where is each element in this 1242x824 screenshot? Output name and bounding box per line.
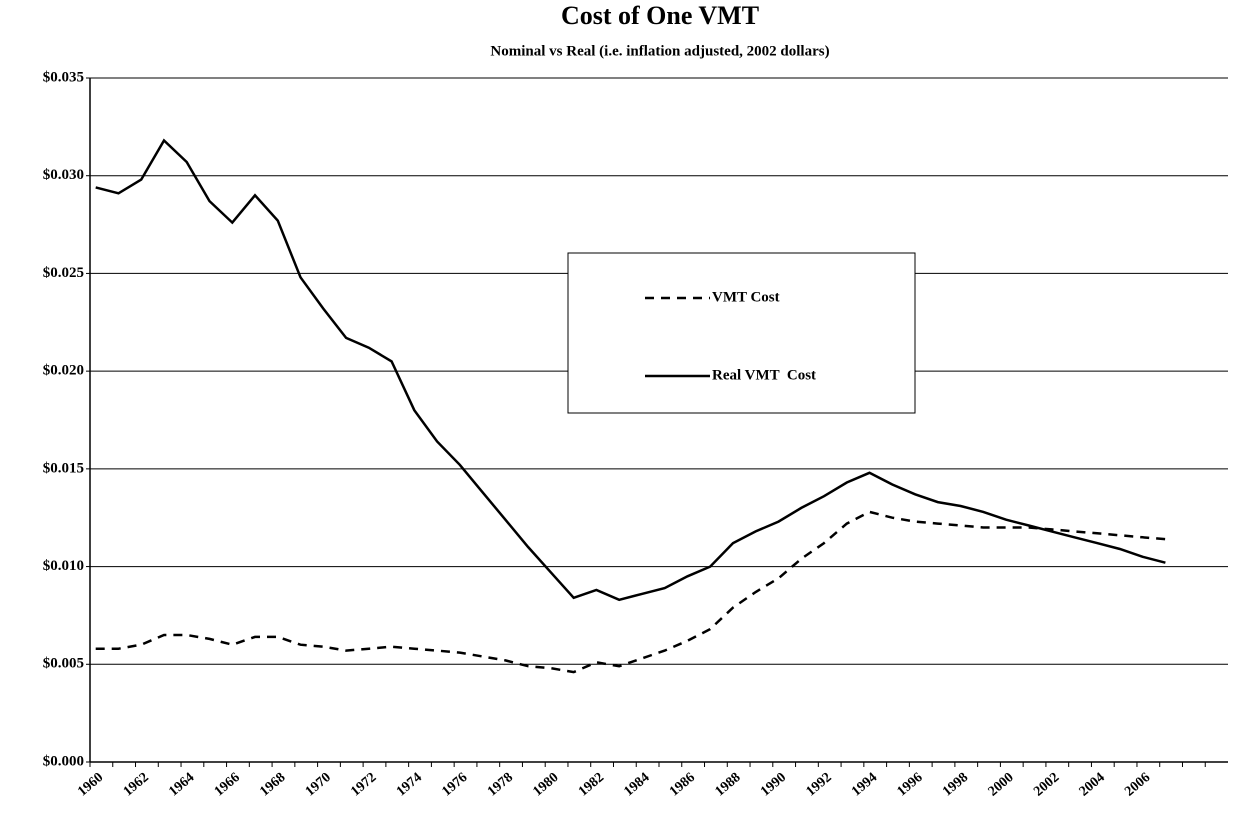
- x-tick-label: 1988: [713, 770, 744, 799]
- y-tick-label: $0.015: [43, 460, 84, 476]
- x-tick-label: 2000: [986, 770, 1017, 799]
- y-tick-label: $0.030: [43, 167, 84, 183]
- x-tick-label: 1994: [849, 770, 880, 799]
- legend-label: VMT Cost: [712, 289, 780, 305]
- x-tick-label: 1998: [940, 770, 971, 799]
- x-tick-label: 1982: [576, 770, 607, 799]
- x-tick-label: 1966: [212, 770, 243, 799]
- y-tick-label: $0.025: [43, 265, 84, 281]
- x-tick-label: 1962: [121, 770, 152, 799]
- x-tick-label: 1964: [166, 770, 197, 799]
- x-tick-label: 1960: [75, 770, 106, 799]
- x-tick-label: 1974: [394, 770, 425, 799]
- y-tick-label: $0.010: [43, 558, 84, 574]
- x-tick-label: 1990: [758, 770, 789, 799]
- series-line: [95, 510, 1166, 674]
- y-tick-label: $0.000: [43, 753, 84, 769]
- x-tick-label: 1972: [348, 770, 379, 799]
- x-tick-label: 1980: [530, 770, 561, 799]
- x-tick-label: 1996: [895, 770, 926, 799]
- x-tick-label: 1984: [621, 770, 652, 799]
- legend-box: [567, 252, 916, 414]
- legend-label: Real VMT Cost: [712, 367, 816, 383]
- y-tick-label: $0.020: [43, 363, 84, 379]
- x-tick-label: 2004: [1077, 770, 1108, 799]
- y-tick-label: $0.005: [43, 656, 84, 672]
- x-tick-label: 1976: [439, 770, 470, 799]
- x-tick-label: 1968: [257, 770, 288, 799]
- chart-subtitle: Nominal vs Real (i.e. inflation adjusted…: [490, 43, 829, 59]
- y-tick-label: $0.035: [43, 69, 84, 85]
- x-tick-label: 1970: [303, 770, 334, 799]
- chart-title: Cost of One VMT: [561, 1, 759, 30]
- x-tick-label: 2006: [1122, 770, 1153, 799]
- series-line: [95, 138, 1166, 602]
- x-tick-label: 1978: [485, 770, 516, 799]
- x-tick-label: 1992: [804, 770, 835, 799]
- x-tick-label: 2002: [1031, 770, 1062, 799]
- x-tick-label: 1986: [667, 770, 698, 799]
